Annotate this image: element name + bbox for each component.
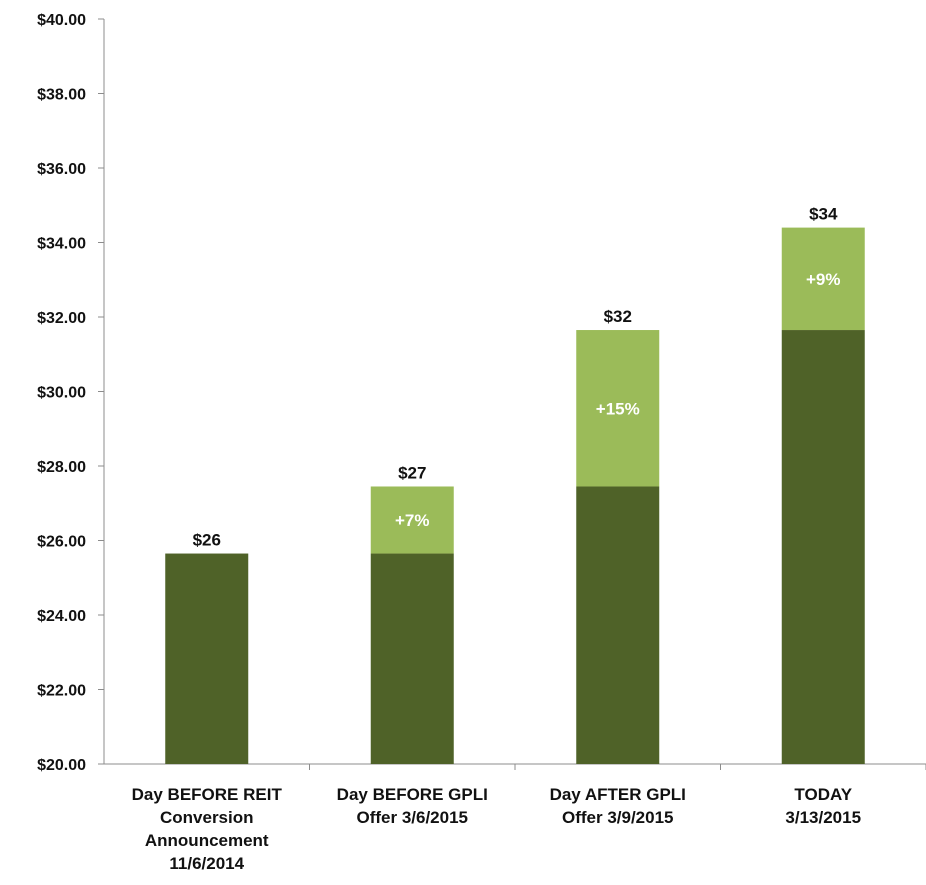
y-tick-label: $30.00 [37, 385, 86, 402]
x-category-label: TODAY [794, 785, 852, 804]
bar-base [781, 330, 865, 764]
y-tick-label: $32.00 [37, 310, 86, 327]
total-value-label: $26 [193, 531, 221, 550]
total-value-label: $34 [809, 205, 838, 224]
x-category-label: Announcement [145, 831, 269, 850]
x-category-label: Offer 3/9/2015 [562, 808, 674, 827]
y-tick-label: $36.00 [37, 161, 86, 178]
y-tick-label: $40.00 [37, 12, 86, 29]
y-tick-label: $38.00 [37, 87, 86, 104]
y-tick-label: $26.00 [37, 534, 86, 551]
x-category-label: 11/6/2014 [169, 854, 244, 873]
x-category-label: Conversion [160, 808, 254, 827]
bar-increase [781, 227, 865, 331]
x-category-label: Day BEFORE GPLI [337, 785, 488, 804]
total-value-label: $32 [604, 307, 632, 326]
x-category-label: 3/13/2015 [785, 808, 861, 827]
bar-increase [370, 486, 454, 554]
increase-label: +9% [806, 270, 841, 289]
y-tick-label: $24.00 [37, 608, 86, 625]
x-category-label: Day BEFORE REIT [132, 785, 283, 804]
x-category-label: Day AFTER GPLI [550, 785, 686, 804]
bar-base [370, 553, 454, 764]
increase-label: +7% [395, 511, 430, 530]
y-tick-label: $34.00 [37, 236, 86, 253]
bar-base [165, 553, 249, 764]
bar-increase [576, 330, 660, 487]
increase-label: +15% [596, 399, 640, 418]
y-tick-label: $28.00 [37, 459, 86, 476]
x-category-label: Offer 3/6/2015 [356, 808, 468, 827]
total-value-label: $27 [398, 463, 426, 482]
y-tick-label: $22.00 [37, 683, 86, 700]
bar-base [576, 486, 660, 764]
y-tick-label: $20.00 [37, 757, 86, 774]
